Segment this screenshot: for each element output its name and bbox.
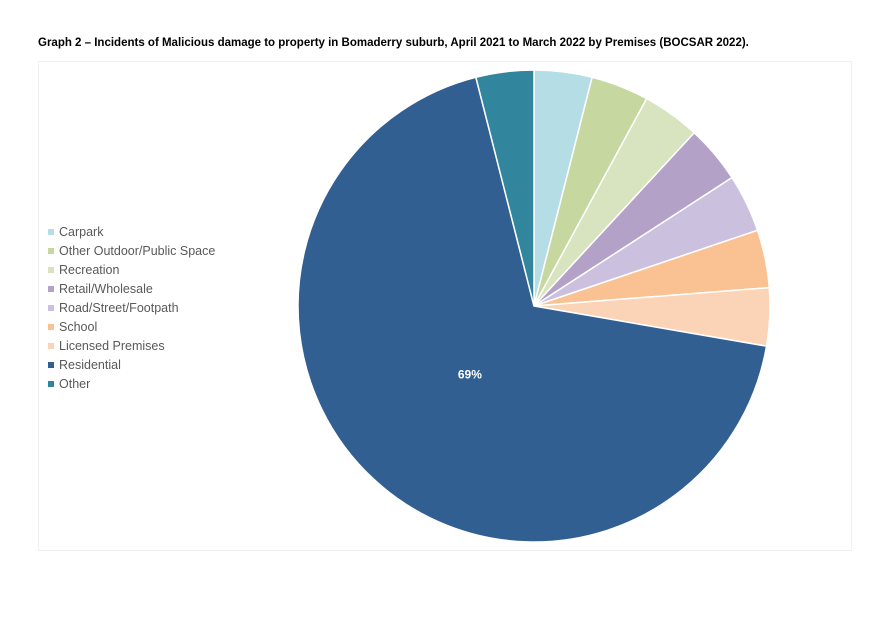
legend-label: Residential bbox=[59, 357, 121, 372]
legend-swatch bbox=[48, 247, 54, 254]
legend-label: Recreation bbox=[59, 262, 120, 277]
legend-swatch bbox=[48, 323, 54, 330]
legend-item: Road/Street/Footpath bbox=[48, 298, 215, 317]
legend-item: Carpark bbox=[48, 222, 215, 241]
legend-item: Licensed Premises bbox=[48, 336, 215, 355]
legend-swatch bbox=[48, 342, 54, 349]
pie-slice-other bbox=[474, 69, 535, 307]
data-label-residential: 69% bbox=[458, 367, 482, 381]
pie-slice-residential bbox=[297, 76, 768, 543]
chart-area bbox=[38, 61, 852, 551]
legend-item: Other Outdoor/Public Space bbox=[48, 241, 215, 260]
legend-swatch bbox=[48, 380, 54, 387]
legend-swatch bbox=[48, 228, 54, 235]
legend-swatch bbox=[48, 361, 54, 368]
legend-label: Licensed Premises bbox=[59, 338, 165, 353]
legend-label: Carpark bbox=[59, 224, 104, 239]
legend-swatch bbox=[48, 285, 54, 292]
legend-label: School bbox=[59, 319, 98, 334]
legend-label: Retail/Wholesale bbox=[59, 281, 153, 296]
legend-item: Other bbox=[48, 374, 215, 393]
legend-item: Retail/Wholesale bbox=[48, 279, 215, 298]
legend-label: Other Outdoor/Public Space bbox=[59, 243, 216, 258]
legend-item: Residential bbox=[48, 355, 215, 374]
legend-swatch bbox=[48, 266, 54, 273]
legend-item: Recreation bbox=[48, 260, 215, 279]
chart-legend: Carpark Other Outdoor/Public Space Recreat… bbox=[48, 222, 215, 393]
legend-item: School bbox=[48, 317, 215, 336]
chart-title: Graph 2 – Incidents of Malicious damage … bbox=[38, 37, 749, 49]
legend-swatch bbox=[48, 304, 54, 311]
legend-label: Road/Street/Footpath bbox=[59, 300, 179, 315]
legend-label: Other bbox=[59, 376, 91, 391]
